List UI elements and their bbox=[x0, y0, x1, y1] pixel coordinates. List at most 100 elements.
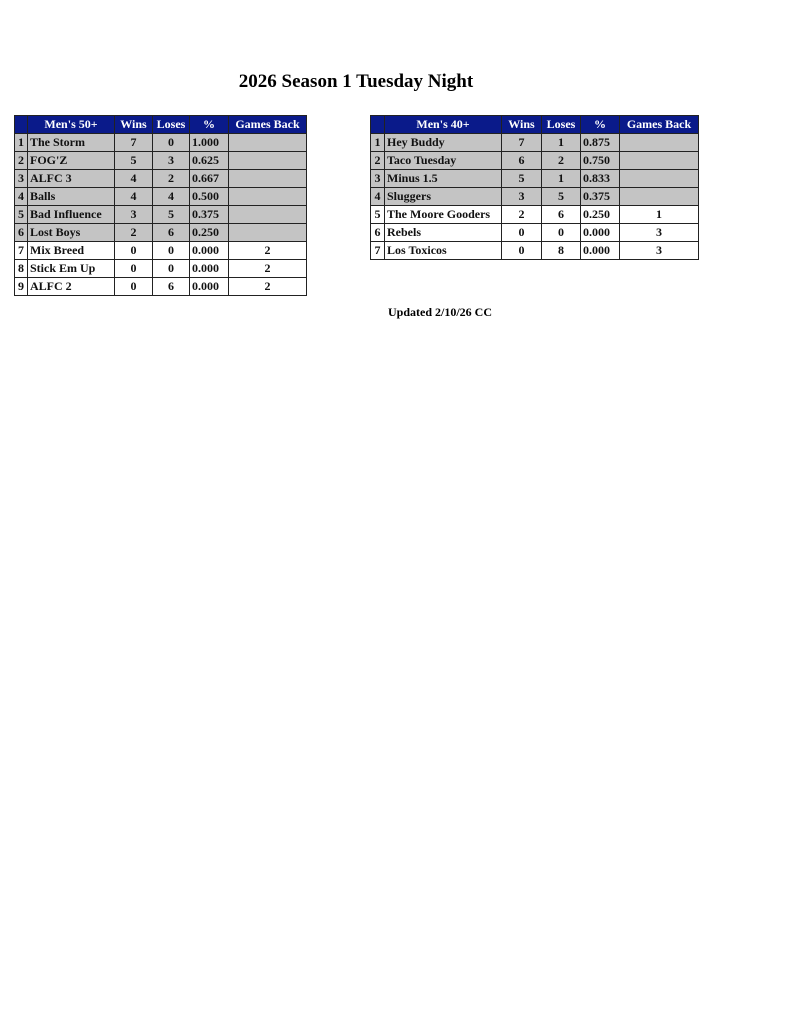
wins-cell: 6 bbox=[501, 151, 542, 170]
loses-cell: 3 bbox=[152, 151, 190, 170]
wins-cell: 4 bbox=[114, 187, 153, 206]
games-back-cell bbox=[228, 151, 307, 170]
wins-cell: 0 bbox=[114, 241, 153, 260]
loses-cell: 6 bbox=[152, 277, 190, 296]
rank-cell: 7 bbox=[14, 241, 28, 260]
table-row: 9 ALFC 2 0 6 0.000 2 bbox=[14, 277, 307, 296]
loses-header: Loses bbox=[152, 115, 190, 134]
team-name-cell: Hey Buddy bbox=[384, 133, 502, 152]
table-header: Men's 50+ Wins Loses % Games Back bbox=[14, 115, 307, 134]
rank-cell: 5 bbox=[370, 205, 385, 224]
team-name-cell: Los Toxicos bbox=[384, 241, 502, 260]
table-header: Men's 40+ Wins Loses % Games Back bbox=[370, 115, 699, 134]
table-row: 1 The Storm 7 0 1.000 bbox=[14, 133, 307, 152]
rank-header bbox=[370, 115, 385, 134]
pct-header: % bbox=[189, 115, 229, 134]
pct-cell: 0.625 bbox=[189, 151, 229, 170]
rank-cell: 6 bbox=[14, 223, 28, 242]
team-name-cell: FOG'Z bbox=[27, 151, 115, 170]
rank-cell: 8 bbox=[14, 259, 28, 278]
table-row: 6 Rebels 0 0 0.000 3 bbox=[370, 223, 699, 242]
table-row: 7 Mix Breed 0 0 0.000 2 bbox=[14, 241, 307, 260]
team-name-cell: Minus 1.5 bbox=[384, 169, 502, 188]
pct-cell: 0.250 bbox=[580, 205, 620, 224]
updated-note: Updated 2/10/26 CC bbox=[388, 305, 493, 319]
table-row: 5 Bad Influence 3 5 0.375 bbox=[14, 205, 307, 224]
rank-cell: 6 bbox=[370, 223, 385, 242]
loses-cell: 0 bbox=[541, 223, 581, 242]
table-row: 3 ALFC 3 4 2 0.667 bbox=[14, 169, 307, 188]
games-back-cell: 2 bbox=[228, 277, 307, 296]
table-row: 4 Balls 4 4 0.500 bbox=[14, 187, 307, 206]
division-header: Men's 50+ bbox=[27, 115, 115, 134]
team-name-cell: Mix Breed bbox=[27, 241, 115, 260]
team-name-cell: The Moore Gooders bbox=[384, 205, 502, 224]
table-row: 4 Sluggers 3 5 0.375 bbox=[370, 187, 699, 206]
loses-cell: 0 bbox=[152, 259, 190, 278]
table-row: 2 FOG'Z 5 3 0.625 bbox=[14, 151, 307, 170]
games-back-cell: 3 bbox=[619, 241, 699, 260]
pct-cell: 0.375 bbox=[580, 187, 620, 206]
wins-cell: 0 bbox=[114, 277, 153, 296]
rank-cell: 1 bbox=[14, 133, 28, 152]
rank-cell: 3 bbox=[370, 169, 385, 188]
loses-cell: 1 bbox=[541, 133, 581, 152]
pct-cell: 0.000 bbox=[189, 259, 229, 278]
team-name-cell: Rebels bbox=[384, 223, 502, 242]
loses-cell: 0 bbox=[152, 133, 190, 152]
pct-cell: 0.000 bbox=[189, 277, 229, 296]
pct-cell: 0.000 bbox=[189, 241, 229, 260]
wins-cell: 4 bbox=[114, 169, 153, 188]
rank-cell: 9 bbox=[14, 277, 28, 296]
team-name-cell: ALFC 3 bbox=[27, 169, 115, 188]
wins-cell: 5 bbox=[114, 151, 153, 170]
pct-cell: 0.750 bbox=[580, 151, 620, 170]
rank-cell: 3 bbox=[14, 169, 28, 188]
pct-cell: 0.875 bbox=[580, 133, 620, 152]
pct-cell: 0.000 bbox=[580, 223, 620, 242]
games-back-cell bbox=[228, 223, 307, 242]
rank-cell: 5 bbox=[14, 205, 28, 224]
rank-cell: 2 bbox=[370, 151, 385, 170]
wins-header: Wins bbox=[114, 115, 153, 134]
games-back-cell bbox=[619, 133, 699, 152]
table-row: 8 Stick Em Up 0 0 0.000 2 bbox=[14, 259, 307, 278]
wins-cell: 2 bbox=[114, 223, 153, 242]
team-name-cell: Taco Tuesday bbox=[384, 151, 502, 170]
table-row: 2 Taco Tuesday 6 2 0.750 bbox=[370, 151, 699, 170]
pct-cell: 0.250 bbox=[189, 223, 229, 242]
division-header: Men's 40+ bbox=[384, 115, 502, 134]
table-row: 6 Lost Boys 2 6 0.250 bbox=[14, 223, 307, 242]
rank-cell: 1 bbox=[370, 133, 385, 152]
pct-cell: 0.000 bbox=[580, 241, 620, 260]
rank-header bbox=[14, 115, 28, 134]
loses-cell: 8 bbox=[541, 241, 581, 260]
games-back-cell: 3 bbox=[619, 223, 699, 242]
pct-cell: 1.000 bbox=[189, 133, 229, 152]
wins-cell: 3 bbox=[501, 187, 542, 206]
pct-cell: 0.667 bbox=[189, 169, 229, 188]
games-back-cell: 1 bbox=[619, 205, 699, 224]
games-back-cell bbox=[619, 187, 699, 206]
games-back-cell bbox=[228, 187, 307, 206]
table-row: 5 The Moore Gooders 2 6 0.250 1 bbox=[370, 205, 699, 224]
wins-cell: 7 bbox=[114, 133, 153, 152]
wins-cell: 7 bbox=[501, 133, 542, 152]
games-back-cell bbox=[619, 151, 699, 170]
wins-cell: 2 bbox=[501, 205, 542, 224]
pct-cell: 0.500 bbox=[189, 187, 229, 206]
wins-cell: 0 bbox=[501, 241, 542, 260]
games-back-cell: 2 bbox=[228, 241, 307, 260]
team-name-cell: The Storm bbox=[27, 133, 115, 152]
loses-cell: 6 bbox=[152, 223, 190, 242]
games-back-cell bbox=[228, 169, 307, 188]
games-back-header: Games Back bbox=[619, 115, 699, 134]
table-row: 3 Minus 1.5 5 1 0.833 bbox=[370, 169, 699, 188]
loses-cell: 2 bbox=[541, 151, 581, 170]
games-back-cell bbox=[619, 169, 699, 188]
loses-cell: 2 bbox=[152, 169, 190, 188]
loses-cell: 5 bbox=[541, 187, 581, 206]
rank-cell: 4 bbox=[14, 187, 28, 206]
games-back-cell: 2 bbox=[228, 259, 307, 278]
